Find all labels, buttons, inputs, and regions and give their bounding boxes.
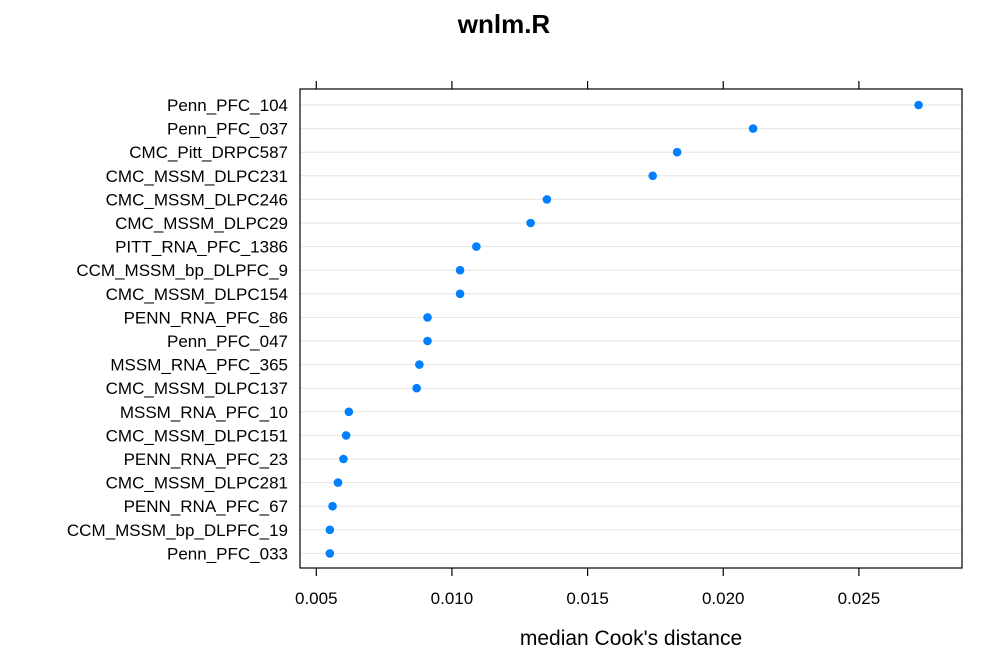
y-axis-labels: Penn_PFC_104 Penn_PFC_037 CMC_Pitt_DRPC587… (67, 96, 288, 563)
y-tick-label: MSSM_RNA_PFC_365 (110, 356, 288, 375)
x-tick-label: 0.025 (838, 589, 881, 608)
chart-title: wnlm.R (457, 9, 551, 39)
y-tick-label: CMC_MSSM_DLPC281 (106, 474, 288, 493)
y-tick-label: CCM_MSSM_bp_DLPFC_9 (76, 261, 288, 280)
x-axis-title: median Cook's distance (520, 627, 742, 650)
x-tick-label: 0.010 (431, 589, 474, 608)
data-point (415, 360, 424, 369)
x-tick-label: 0.005 (295, 589, 338, 608)
y-tick-label: CMC_MSSM_DLPC151 (106, 426, 288, 445)
data-point (333, 478, 343, 487)
x-axis: 0.005 0.010 0.015 0.020 0.025 (295, 81, 880, 608)
data-point (339, 454, 348, 464)
y-tick-label: PITT_RNA_PFC_1386 (115, 238, 288, 257)
y-tick-label: Penn_PFC_033 (167, 544, 288, 563)
data-point (344, 407, 354, 417)
data-point (325, 549, 335, 558)
data-point (455, 265, 465, 275)
data-point (472, 242, 481, 251)
y-tick-label: Penn_PFC_104 (167, 96, 288, 115)
y-tick-label: PENN_RNA_PFC_67 (124, 497, 288, 516)
data-point (328, 501, 337, 511)
y-tick-label: CMC_MSSM_DLPC231 (106, 167, 288, 186)
y-tick-label: CMC_MSSM_DLPC29 (115, 214, 288, 233)
data-point (526, 218, 535, 228)
y-tick-label: CMC_Pitt_DRPC587 (129, 143, 288, 162)
data-point (325, 525, 335, 535)
y-tick-label: Penn_PFC_037 (167, 120, 288, 139)
data-point (648, 171, 658, 181)
data-point (423, 336, 432, 346)
data-point (672, 147, 682, 157)
x-tick-label: 0.015 (566, 589, 609, 608)
y-tick-label: CMC_MSSM_DLPC154 (106, 285, 288, 304)
data-point (914, 100, 923, 110)
data-point (455, 289, 465, 299)
y-tick-label: Penn_PFC_047 (167, 332, 288, 351)
plot-panel-frame (299, 88, 963, 569)
data-point (412, 383, 421, 393)
y-tick-label: CMC_MSSM_DLPC246 (106, 190, 288, 209)
grid-lines (300, 104, 962, 554)
data-points (325, 100, 923, 558)
y-tick-label: CMC_MSSM_DLPC137 (106, 379, 288, 398)
data-point (748, 124, 758, 133)
y-tick-label: CCM_MSSM_bp_DLPFC_19 (67, 521, 288, 540)
y-tick-label: PENN_RNA_PFC_86 (124, 308, 288, 327)
y-tick-label: PENN_RNA_PFC_23 (124, 450, 288, 469)
y-tick-label: MSSM_RNA_PFC_10 (120, 403, 288, 422)
data-point (341, 431, 351, 440)
data-point (423, 313, 432, 322)
x-tick-label: 0.020 (702, 589, 745, 608)
data-point (542, 195, 552, 204)
